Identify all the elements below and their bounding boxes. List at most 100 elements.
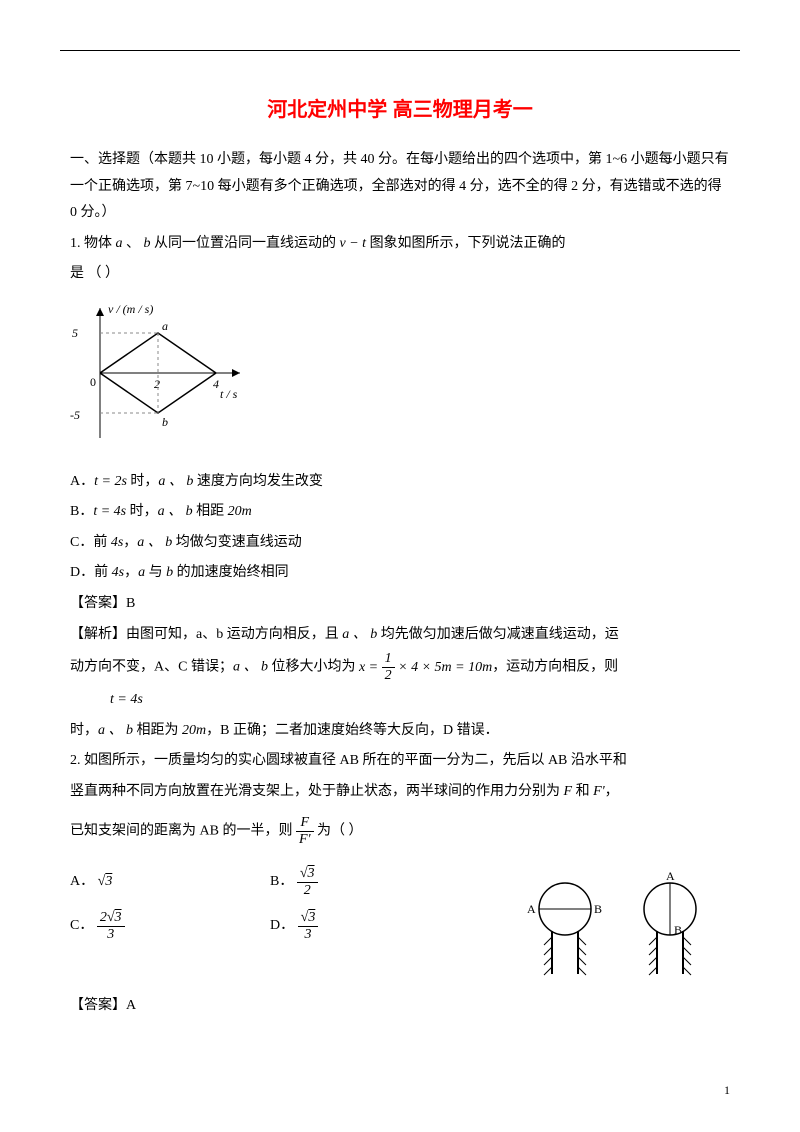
q2-optB-label: B． bbox=[270, 869, 293, 896]
q1-stem-line2: 是 （ ） bbox=[70, 261, 730, 288]
q1-expl-a: 【解析】由图可知，a、b 运动方向相反，且 bbox=[70, 627, 342, 642]
q2-frac-FF: FF' bbox=[296, 816, 314, 847]
q1-expl-g: 相距为 bbox=[133, 723, 182, 738]
top-rule bbox=[60, 50, 740, 51]
q1-stem-line1: 1. 物体 a 、 b 从同一位置沿同一直线运动的 v − t 图象如图所示，下… bbox=[70, 231, 730, 258]
q1-expl-ab2: a 、 b bbox=[233, 660, 268, 675]
q1-explain-3: 时，a 、 b 相距为 20m，B 正确；二者加速度始终等大反向，D 错误． bbox=[70, 718, 730, 745]
q2-optC: C． 233 bbox=[70, 907, 270, 947]
q1-optC: C．前 4s，a 、 b 均做匀变速直线运动 bbox=[70, 530, 730, 557]
q1-optA: A．t = 2s 时，a 、 b 速度方向均发生改变 bbox=[70, 469, 730, 496]
q2-optA-sqrt3: 3 bbox=[105, 874, 112, 889]
q1-expl-20m: 20m bbox=[182, 723, 206, 738]
q1-stem-a: 1. 物体 bbox=[70, 236, 116, 251]
page-title: 河北定州中学 高三物理月考一 bbox=[70, 91, 730, 129]
q2-body: A． 3 B． 32 C． 233 D． 33 bbox=[70, 859, 730, 990]
q1-explain-t4s: t = 4s bbox=[70, 687, 730, 714]
graph-origin: 0 bbox=[90, 375, 96, 389]
q1-expl-e: ，运动方向相反，则 bbox=[492, 660, 618, 675]
graph-a-label: a bbox=[162, 319, 168, 333]
q1-expl-t4s: t = 4s bbox=[110, 692, 143, 707]
q1-optB-mid: 时， bbox=[126, 504, 158, 519]
q2-stem-2: 竖直两种不同方向放置在光滑支架上，处于静止状态，两半球间的作用力分别为 F 和 … bbox=[70, 779, 730, 806]
graph-5: 5 bbox=[72, 326, 78, 340]
q2-figure: A B A B bbox=[510, 859, 730, 990]
q1-optD-end: 的加速度始终相同 bbox=[173, 565, 289, 580]
page: 河北定州中学 高三物理月考一 一、选择题（本题共 10 小题，每小题 4 分，共… bbox=[0, 0, 800, 1132]
q2-optD: D． 33 bbox=[270, 907, 470, 947]
q2-answer: 【答案】A bbox=[70, 993, 730, 1020]
q2-frac-num: F bbox=[296, 816, 314, 832]
graph-ylabel: v / (m / s) bbox=[108, 302, 153, 316]
q2-optD-den: 3 bbox=[298, 927, 319, 942]
q2-optC-label: C． bbox=[70, 913, 93, 940]
graph-minus5: -5 bbox=[70, 408, 80, 422]
q1-optA-end: 速度方向均发生改变 bbox=[193, 474, 323, 489]
graph-4: 4 bbox=[213, 377, 219, 391]
q2-optB-den: 2 bbox=[297, 883, 318, 898]
q1-vt-graph: 5 -5 0 2 4 t / s v / (m / s) a b bbox=[70, 298, 730, 459]
q2-options: A． 3 B． 32 C． 233 D． 33 bbox=[70, 859, 510, 951]
q2-optA-val: 3 bbox=[98, 869, 113, 896]
page-number: 1 bbox=[724, 1079, 730, 1102]
q1-optB-20m: 20m bbox=[228, 504, 252, 519]
q1-expl-ab1: a 、 b bbox=[342, 627, 377, 642]
q1-optD-mid: 与 bbox=[145, 565, 166, 580]
q1-expl-h: ，B 正确；二者加速度始终等大反向，D 错误． bbox=[206, 723, 498, 738]
q1-optD-4s: 4s bbox=[112, 565, 124, 580]
q1-optD: D．前 4s，a 与 b 的加速度始终相同 bbox=[70, 560, 730, 587]
q2-optC-coef: 2 bbox=[100, 910, 107, 925]
q1-optA-mid: 时， bbox=[127, 474, 159, 489]
q2-optA-label: A． bbox=[70, 869, 94, 896]
q2-optD-label: D． bbox=[270, 913, 294, 940]
q1-optA-t2s: t = 2s bbox=[94, 474, 127, 489]
q1-stem-b: 、 bbox=[123, 236, 144, 251]
q2-optB-num: 3 bbox=[308, 866, 315, 881]
q2-fig-B2: B bbox=[674, 923, 682, 937]
q1-explain-1: 【解析】由图可知，a、b 运动方向相反，且 a 、 b 均先做匀加速后做匀减速直… bbox=[70, 622, 730, 649]
q2-stem-b: 竖直两种不同方向放置在光滑支架上，处于静止状态，两半球间的作用力分别为 bbox=[70, 784, 564, 799]
q1-expl-c: 动方向不变，A、C 错误； bbox=[70, 660, 233, 675]
q2-optD-frac: 33 bbox=[298, 911, 319, 942]
q2-stem-1: 2. 如图所示，一质量均匀的实心圆球被直径 AB 所在的平面一分为二，先后以 A… bbox=[70, 748, 730, 775]
q1-stem-c: 从同一位置沿同一直线运动的 bbox=[151, 236, 340, 251]
q1-optD-label: D．前 bbox=[70, 565, 112, 580]
q2-frac-den: F' bbox=[296, 832, 314, 847]
q1-optC-end: 均做匀变速直线运动 bbox=[172, 535, 302, 550]
q2-optC-den: 3 bbox=[97, 927, 125, 942]
q1-optB-end: 相距 bbox=[193, 504, 228, 519]
q2-stem-d: ， bbox=[605, 784, 619, 799]
q1-optB-label: B． bbox=[70, 504, 93, 519]
q2-stem-3: 已知支架间的距离为 AB 的一半，则 FF' 为（ ） bbox=[70, 816, 730, 847]
q2-fig-A1: A bbox=[527, 902, 536, 916]
q2-stem-f: 为（ ） bbox=[314, 823, 363, 838]
q2-optB: B． 32 bbox=[270, 863, 470, 903]
q2-fig-A2: A bbox=[666, 869, 675, 883]
var-vt: v − t bbox=[340, 236, 367, 251]
q2-optC-num: 3 bbox=[115, 910, 122, 925]
q2-F: F bbox=[564, 784, 573, 799]
q1-expl-xexpr: x = 12 × 4 × 5m = 10m bbox=[359, 660, 492, 675]
q1-expl-disp: × 4 × 5m = 10m bbox=[398, 660, 492, 675]
q1-optC-ab: a 、 b bbox=[137, 535, 172, 550]
q1-explain-2: 动方向不变，A、C 错误；a 、 b 位移大小均为 x = 12 × 4 × 5… bbox=[70, 652, 730, 683]
q2-stem-c: 和 bbox=[572, 784, 593, 799]
q1-optC-label: C．前 bbox=[70, 535, 111, 550]
q1-expl-b: 均先做匀加速后做匀减速直线运动，运 bbox=[377, 627, 619, 642]
vt-graph-svg: 5 -5 0 2 4 t / s v / (m / s) a b bbox=[70, 298, 260, 448]
q1-expl-f: 时， bbox=[70, 723, 98, 738]
graph-b-label: b bbox=[162, 415, 168, 429]
q1-optC-4s: 4s bbox=[111, 535, 123, 550]
q2-optA: A． 3 bbox=[70, 863, 270, 903]
section-heading: 一、选择题（本题共 10 小题，每小题 4 分，共 40 分。在每小题给出的四个… bbox=[70, 147, 730, 227]
q1-answer: 【答案】B bbox=[70, 591, 730, 618]
q2-optC-frac: 233 bbox=[97, 911, 125, 942]
q1-optB-ab: a 、 b bbox=[158, 504, 193, 519]
q2-fig-B1: B bbox=[594, 902, 602, 916]
q1-optB-t4s: t = 4s bbox=[93, 504, 126, 519]
q2-stem-e: 已知支架间的距离为 AB 的一半，则 bbox=[70, 823, 296, 838]
graph-xlabel: t / s bbox=[220, 387, 238, 401]
q2-optB-frac: 32 bbox=[297, 867, 318, 898]
q1-optA-label: A． bbox=[70, 474, 94, 489]
graph-2: 2 bbox=[154, 377, 160, 391]
